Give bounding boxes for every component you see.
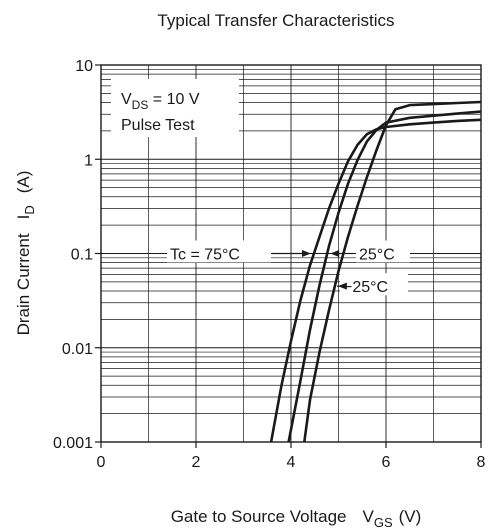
grid-lines bbox=[101, 65, 481, 442]
condition-vds: VDS = 10 V bbox=[121, 91, 200, 112]
y-tick-label: 1 bbox=[84, 152, 93, 169]
y-tick-label: 10 bbox=[75, 58, 93, 75]
series-line-1 bbox=[269, 118, 482, 443]
annotation-1: Tc = 75°C bbox=[167, 240, 311, 264]
series-line-3 bbox=[303, 100, 482, 443]
curve-annotations: Tc = 75°C 25°C −25°C bbox=[167, 240, 410, 296]
annotation-2: 25°C bbox=[330, 240, 410, 264]
y-tick-label: 0.01 bbox=[62, 341, 93, 358]
y-tick-label: 0.001 bbox=[53, 435, 93, 452]
x-axis-label: Gate to Source Voltage VGS (V) bbox=[171, 507, 422, 530]
svg-text:Tc = 75°C: Tc = 75°C bbox=[170, 247, 240, 264]
y-tick-label: 0.1 bbox=[71, 247, 93, 264]
series-curves bbox=[269, 100, 482, 443]
conditions-box: VDS = 10 V Pulse Test bbox=[111, 79, 239, 137]
svg-text:−25°C: −25°C bbox=[343, 279, 388, 296]
chart-title: Typical Transfer Characteristics bbox=[157, 11, 394, 30]
x-tick-label: 4 bbox=[287, 454, 296, 471]
x-tick-label: 0 bbox=[97, 454, 106, 471]
x-tick-label: 2 bbox=[192, 454, 201, 471]
condition-pulse-test: Pulse Test bbox=[121, 117, 195, 134]
svg-text:25°C: 25°C bbox=[359, 247, 395, 264]
annotation-3: −25°C bbox=[337, 273, 408, 296]
y-axis-label: Drain CurrentID(A) bbox=[14, 171, 37, 336]
series-line-2 bbox=[287, 110, 482, 443]
axis-ticks: 0 2 4 6 8 0.001 0.01 0.1 1 10 bbox=[53, 58, 486, 471]
x-tick-label: 6 bbox=[382, 454, 391, 471]
x-tick-label: 8 bbox=[477, 454, 486, 471]
